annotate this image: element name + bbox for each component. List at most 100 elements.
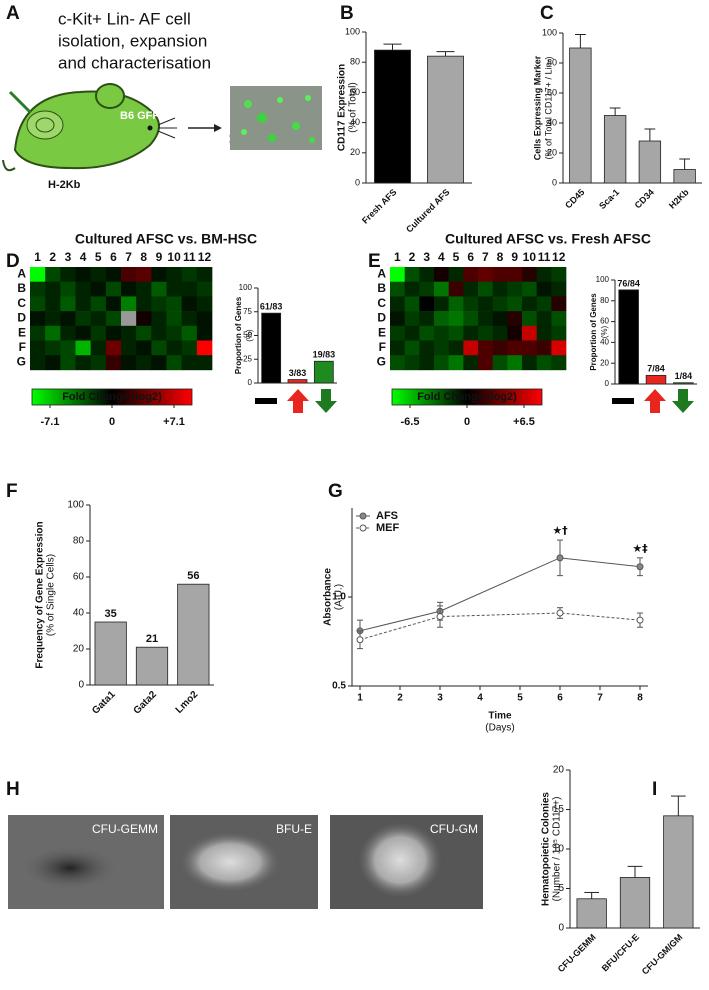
bar [177, 583, 210, 686]
heatmap-cell [151, 325, 167, 341]
haplotype-label: H-2Kb [48, 179, 81, 191]
heatmap-cell [536, 355, 552, 371]
series-line [359, 557, 641, 632]
heatmap-cell [434, 355, 449, 371]
chart-title: Cultured AFSC vs. Fresh AFSC [445, 231, 651, 247]
heatmap-cell [463, 267, 479, 282]
heatmap-cell [196, 355, 213, 371]
heatmap-cell [45, 267, 61, 282]
y-tick-label: 100 [345, 26, 360, 36]
heatmap-cell [419, 311, 435, 327]
bar [618, 289, 639, 385]
y-tick-label: 100 [239, 283, 253, 292]
heatmap-cell [492, 311, 508, 327]
heatmap-cell [419, 281, 435, 297]
heatmap-cell [136, 340, 152, 356]
heatmap-cell [136, 267, 152, 282]
heatmap-cell [121, 311, 137, 327]
heatmap-cell [419, 267, 435, 282]
heatmap-cell [181, 296, 198, 312]
heatmap-cell [30, 340, 46, 356]
y-tick-label: 60 [600, 317, 609, 326]
heatmap-cell [551, 281, 567, 297]
x-tick-label: CD34 [633, 187, 656, 210]
column-label: 11 [538, 250, 551, 264]
y-tick-label: 80 [547, 57, 557, 67]
heatmap-cell [181, 281, 198, 297]
colorbar-label: Fold Change (log2) [62, 391, 162, 403]
heatmap-cell [151, 296, 167, 312]
heatmap-cell [448, 325, 464, 341]
image-label: CFU-GM [430, 822, 478, 836]
y-tick-label: 100 [67, 500, 84, 511]
heatmap-cell [75, 281, 91, 297]
y-tick-label: 20 [553, 765, 565, 776]
column-label: 3 [65, 250, 72, 264]
heatmap-cell [75, 325, 91, 341]
heatmap-cell [463, 296, 479, 312]
legend-marker [359, 512, 367, 520]
heatmap-cell [434, 281, 449, 297]
column-label: 3 [423, 250, 430, 264]
heatmap-cell [30, 355, 46, 371]
column-label: 6 [467, 250, 474, 264]
chart-title: Cultured AFSC vs. BM-HSC [75, 231, 257, 247]
x-axis-label: (Days) [485, 723, 514, 734]
heatmap-cell [492, 281, 508, 297]
marker [636, 616, 644, 624]
heatmap-cell [492, 355, 508, 371]
column-label: 2 [49, 250, 56, 264]
heatmap-cell [196, 325, 213, 341]
x-tick-label: 4 [477, 693, 483, 704]
heatmap-cell [507, 296, 523, 312]
heatmap-cell [536, 340, 552, 356]
heatmap-cell [522, 325, 537, 341]
heatmap-cell [448, 355, 464, 371]
heatmap-cell [404, 355, 420, 371]
panel-letter: E [368, 251, 381, 272]
heatmap-cell [136, 296, 152, 312]
heatmap-cell [404, 267, 420, 282]
heatmap-cell [105, 311, 122, 327]
colorbar-tick-label: -7.1 [41, 416, 60, 428]
heatmap-cell [492, 325, 508, 341]
x-tick-label: Gata1 [90, 689, 118, 717]
value-label: 7/84 [647, 364, 665, 374]
heatmap-cell [166, 340, 182, 356]
column-label: 9 [511, 250, 518, 264]
panel-letter: A [6, 3, 20, 24]
heatmap-cell [434, 325, 449, 341]
y-tick-label: 75 [243, 307, 252, 316]
row-label: F [379, 340, 386, 354]
heatmap-cell [390, 296, 405, 312]
heatmap-cell [522, 340, 537, 356]
heatmap-cell [45, 340, 61, 356]
heatmap-cell [404, 296, 420, 312]
column-label: 8 [140, 250, 147, 264]
legend-icon-down [315, 389, 337, 413]
y-axis-label: (%) [245, 329, 254, 342]
y-tick-label: 40 [547, 117, 557, 127]
x-tick-label: CFU-GEMM [556, 932, 598, 974]
heatmap-cell [507, 281, 523, 297]
row-label: A [377, 267, 386, 281]
heatmap-cell [90, 267, 107, 282]
y-tick-label: 60 [73, 572, 85, 583]
heatmap-cell [522, 267, 537, 282]
row-label: C [377, 296, 386, 310]
panel-letter: B [340, 3, 354, 24]
y-tick-label: 80 [350, 57, 360, 67]
image-label: BFU-E [276, 822, 312, 836]
x-tick-label: CFU-GM/GM [640, 932, 685, 977]
heatmap-cell [151, 311, 167, 327]
heatmap-cell [390, 267, 405, 282]
heatmap-cell [478, 311, 493, 327]
row-label: E [18, 325, 26, 339]
heatmap-cell [536, 325, 552, 341]
bar [569, 47, 592, 184]
marker [436, 613, 444, 621]
heatmap-cell [492, 340, 508, 356]
row-label: A [17, 267, 26, 281]
heatmap-cell [507, 325, 523, 341]
